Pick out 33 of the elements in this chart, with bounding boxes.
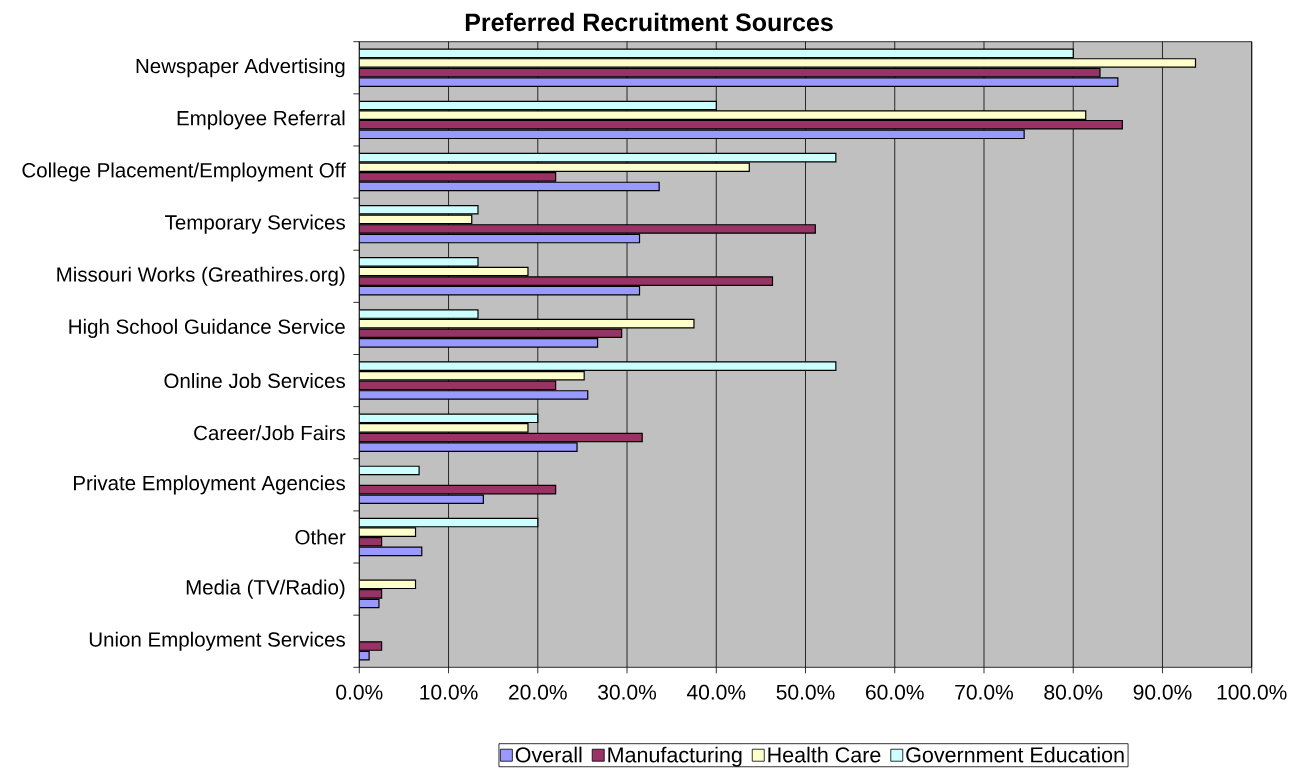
x-tick-label: 80.0% bbox=[1044, 684, 1103, 700]
y-tick-label: Missouri Works (Greathires.org) bbox=[57, 266, 345, 286]
bar bbox=[359, 58, 1197, 68]
legend-label: Health Care bbox=[768, 746, 881, 763]
x-tick-label: 60.0% bbox=[866, 684, 924, 700]
y-tick-label: Employee Referral bbox=[177, 110, 345, 130]
x-tick-label: 10.0% bbox=[420, 684, 478, 700]
x-tick-label: 30.0% bbox=[598, 684, 657, 700]
x-tick-label: 100.0% bbox=[1217, 684, 1287, 700]
y-tick-label: Media (TV/Radio) bbox=[186, 579, 345, 599]
x-tick-label: 70.0% bbox=[955, 684, 1013, 700]
y-tick-label: Online Job Services bbox=[164, 373, 345, 389]
y-tick-label: Private Employment Agencies bbox=[74, 475, 345, 495]
y-tick-label: Career/Job Fairs bbox=[194, 425, 346, 441]
x-tick-label: 40.0% bbox=[686, 684, 746, 700]
x-tick-label: 0.0% bbox=[336, 684, 383, 700]
bar bbox=[359, 309, 479, 319]
y-tick-label: Temporary Services bbox=[165, 214, 346, 234]
chart-title: Preferred Recruitment Sources bbox=[465, 12, 833, 32]
y-tick-label: College Placement/Employment Off bbox=[22, 162, 346, 182]
bar bbox=[359, 390, 589, 400]
x-tick-label: 50.0% bbox=[776, 684, 835, 700]
y-tick-label: Other bbox=[295, 529, 346, 545]
y-tick-label: High School Guidance Service bbox=[69, 318, 345, 338]
legend-label: Government Education bbox=[906, 746, 1124, 763]
bar bbox=[359, 641, 383, 651]
x-tick-label: 90.0% bbox=[1133, 684, 1192, 700]
legend-label: Manufacturing bbox=[608, 746, 742, 767]
bar bbox=[359, 224, 816, 234]
y-tick-label: Newspaper Advertising bbox=[136, 58, 345, 78]
y-tick-label: Union Employment Services bbox=[89, 631, 345, 651]
x-tick-label: 20.0% bbox=[509, 684, 567, 700]
legend-label: Overall bbox=[515, 746, 582, 763]
